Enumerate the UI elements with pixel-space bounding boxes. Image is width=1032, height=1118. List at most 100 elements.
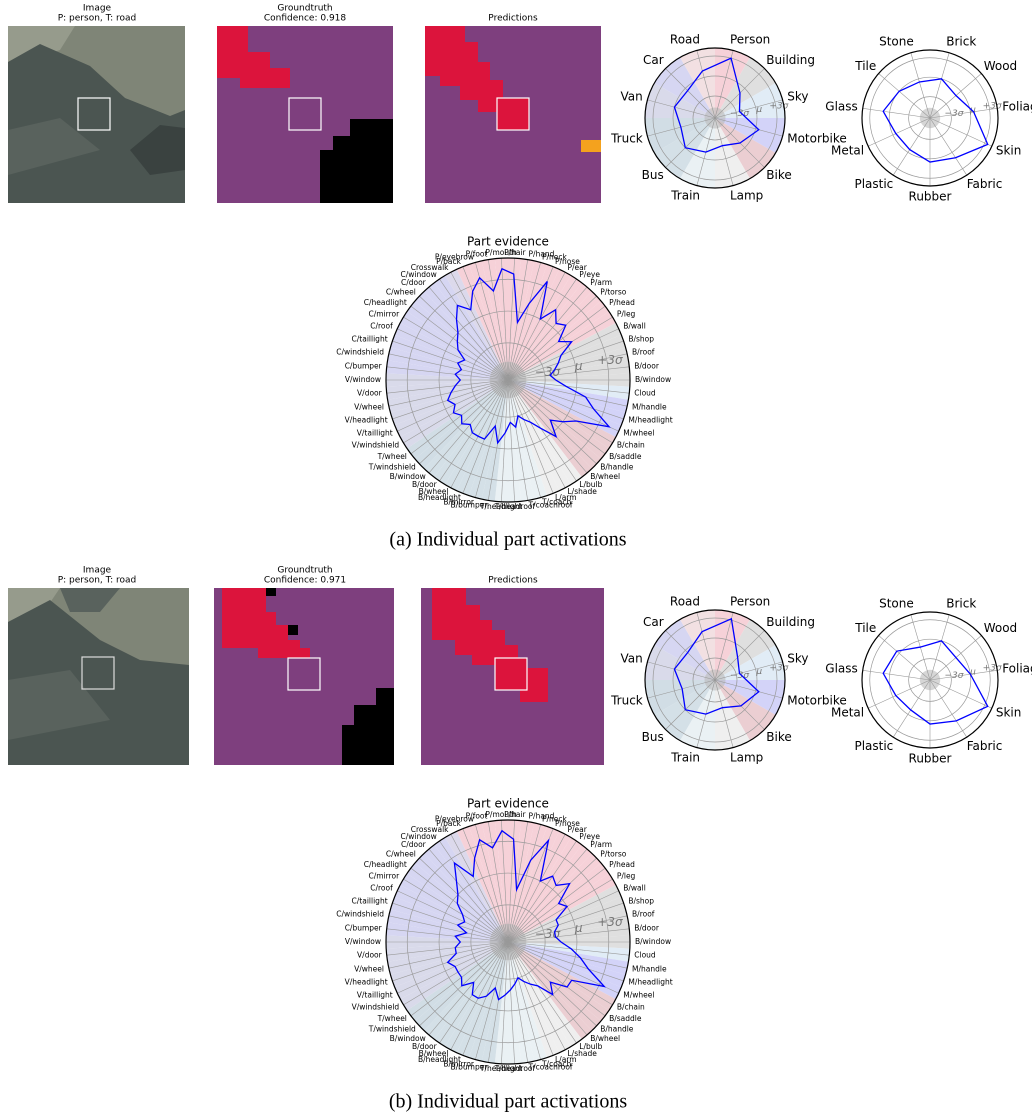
- radar-frame: [861, 611, 999, 749]
- category-label: B/handle: [600, 462, 634, 471]
- spoke: [929, 614, 950, 681]
- spoke: [507, 867, 606, 943]
- image-title: Image: [83, 4, 112, 14]
- spoke: [487, 941, 509, 1063]
- sector: [644, 680, 715, 715]
- sector: [434, 275, 508, 380]
- sector: [407, 942, 508, 1021]
- category-label: T/coach: [541, 1059, 572, 1068]
- ring: [888, 638, 972, 722]
- sector: [386, 942, 508, 962]
- spoke: [507, 379, 566, 488]
- spoke: [403, 316, 509, 381]
- spoke: [397, 379, 509, 432]
- image-subtitle: P: person, T: road: [58, 14, 137, 24]
- panel-b: Image P: person, T: road Groundtruth Con…: [8, 566, 627, 1113]
- spoke: [665, 679, 716, 730]
- radial-tick-label: −3σ: [535, 365, 561, 379]
- ring: [869, 619, 991, 741]
- category-label: C/windshield: [336, 348, 384, 357]
- category-label: C/bumper: [345, 361, 383, 370]
- category-label: P/head: [609, 860, 635, 869]
- spoke: [428, 848, 509, 943]
- sector: [387, 909, 508, 942]
- sector: [508, 380, 626, 426]
- ring: [692, 95, 738, 141]
- spoke: [410, 941, 509, 1017]
- category-label: P/mouth: [485, 248, 517, 257]
- spoke: [665, 117, 716, 168]
- category-label: Motorbike: [787, 131, 847, 145]
- category-label: B/headlight: [418, 493, 461, 502]
- category-label: Rubber: [909, 190, 952, 204]
- sector: [469, 380, 508, 500]
- spoke: [868, 117, 931, 147]
- category-label: P/arm: [590, 278, 612, 287]
- category-label: B/door: [412, 480, 438, 489]
- radial-tick-label: +3σ: [983, 102, 1002, 112]
- sector: [387, 942, 508, 975]
- category-label: V/headlight: [345, 978, 388, 987]
- sector: [407, 380, 508, 459]
- category-label: B/shop: [628, 334, 654, 343]
- sector: [390, 334, 508, 380]
- sector: [508, 334, 626, 380]
- category-label: Road: [670, 594, 700, 608]
- category-label: P/mouth: [485, 810, 517, 819]
- sector: [508, 942, 535, 1064]
- category-label: Building: [766, 615, 815, 629]
- sector: [508, 380, 535, 502]
- spoke: [647, 99, 716, 119]
- category-label: Bike: [766, 168, 791, 182]
- category-label: V/door: [357, 951, 383, 960]
- sector: [456, 826, 508, 942]
- prediction-map: [421, 588, 604, 765]
- prediction-map: [425, 26, 601, 203]
- spoke: [507, 379, 630, 394]
- spoke: [507, 366, 630, 381]
- data-line: [882, 640, 989, 725]
- radial-tick-label: +3σ: [983, 664, 1002, 674]
- spoke: [410, 305, 509, 381]
- spoke: [507, 941, 515, 1064]
- spoke: [428, 941, 509, 1036]
- spoke: [714, 661, 783, 681]
- category-label: B/wheel: [590, 472, 620, 481]
- sector: [508, 380, 571, 491]
- category-label: Metal: [831, 705, 864, 719]
- ring: [406, 840, 610, 1044]
- sector: [715, 83, 785, 118]
- category-label: Crosswalk: [411, 825, 449, 834]
- spoke: [507, 379, 541, 498]
- category-label: Crosswalk: [411, 263, 449, 272]
- sector: [456, 942, 508, 1058]
- data-line: [673, 57, 760, 153]
- category-label: L/bulb: [579, 1042, 602, 1051]
- category-label: C/window: [401, 270, 437, 279]
- category-label: Person: [730, 32, 770, 46]
- chart-title: Part evidence: [467, 235, 549, 249]
- spoke: [439, 941, 509, 1044]
- spoke: [419, 295, 509, 381]
- groundtruth-map: [214, 588, 394, 765]
- pred-title: Predictions: [488, 576, 538, 586]
- spoke: [450, 941, 509, 1050]
- spoke: [507, 379, 515, 502]
- spoke: [507, 379, 606, 455]
- sector: [680, 48, 715, 118]
- sector: [508, 380, 629, 413]
- spoke: [507, 379, 597, 465]
- radar-frame: [644, 47, 786, 189]
- ring: [470, 904, 546, 980]
- sector: [387, 347, 508, 380]
- category-label: V/door: [357, 389, 383, 398]
- category-label: M/wheel: [623, 428, 654, 437]
- pred-title: Predictions: [488, 14, 538, 24]
- sector: [508, 380, 560, 496]
- radar-chart: −3σ μ +3σ Brick Wood Foliage Skin Fabric Rubber P…: [825, 597, 1032, 766]
- radar-chart: −3σ μ +3σ Person Building Sky Motorbike BikeLam…: [610, 594, 847, 764]
- category-label: P/ear: [567, 825, 587, 834]
- category-label: Brick: [946, 35, 976, 49]
- image-subtitle: P: person, T: road: [58, 576, 137, 586]
- category-label: Skin: [996, 143, 1022, 157]
